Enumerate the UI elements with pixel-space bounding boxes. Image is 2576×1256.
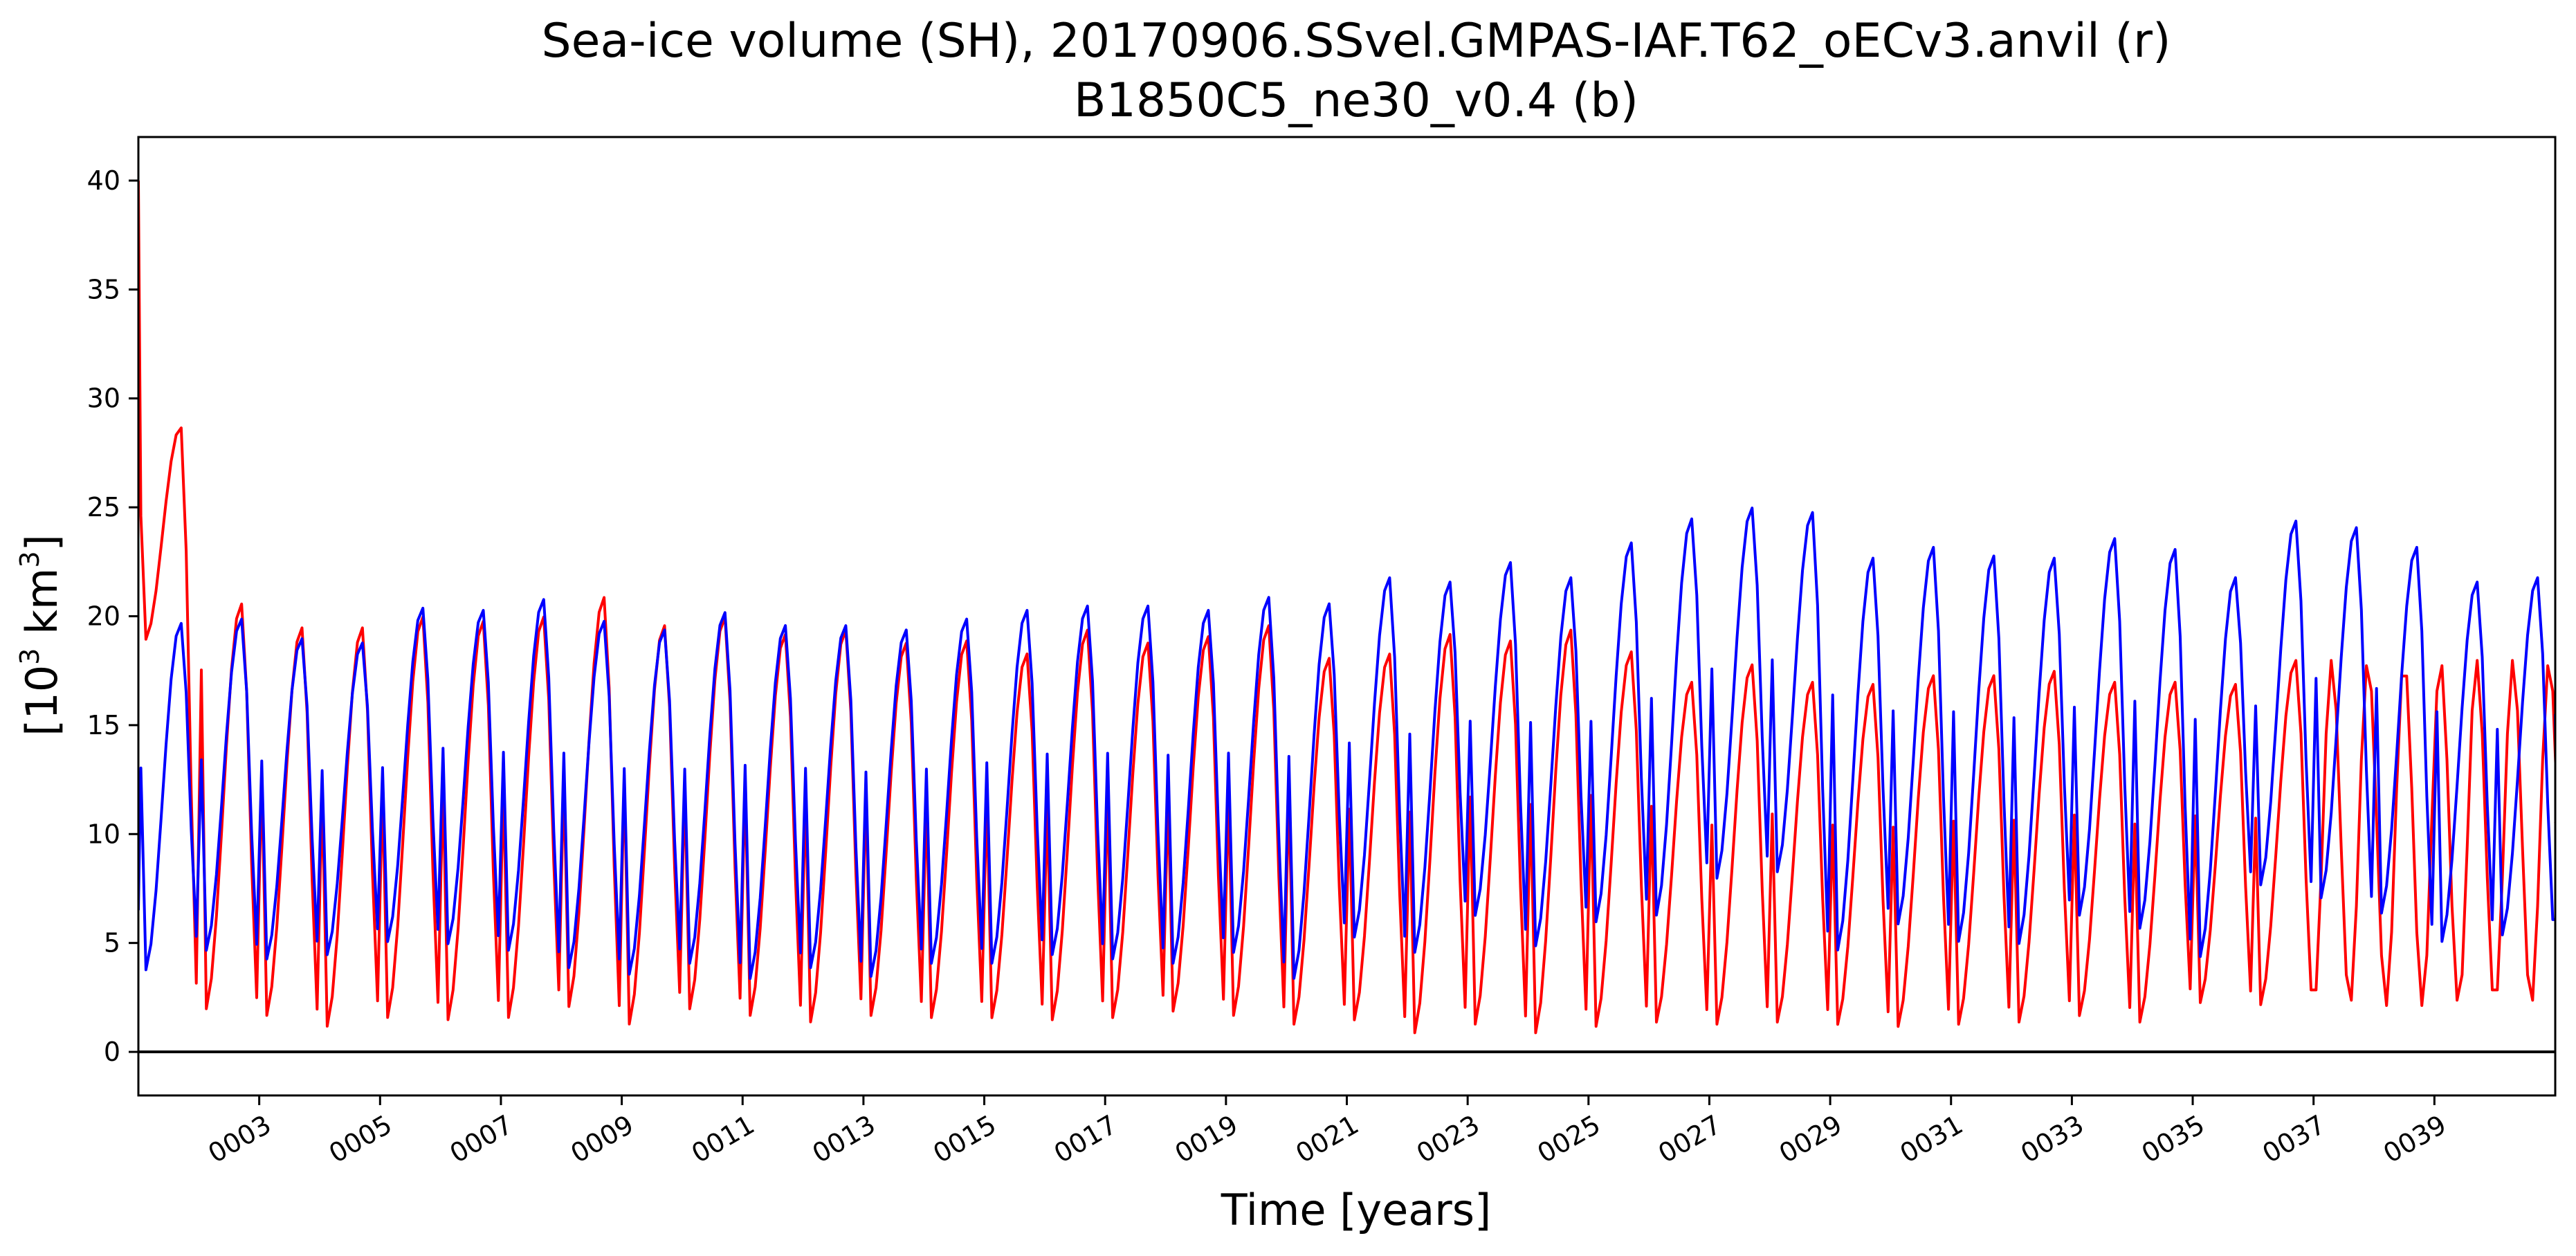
- y-tick-label: 0: [104, 1037, 120, 1067]
- y-axis-label-mid: km: [17, 568, 67, 648]
- plot-layer: [138, 180, 2555, 1054]
- chart-title-line1: Sea-ice volume (SH), 20170906.SSvel.GMPA…: [542, 14, 2171, 69]
- y-tick-label: 20: [87, 601, 120, 632]
- y-axis-label-sup1: 3: [15, 648, 45, 665]
- y-axis-label: [103 km3]: [15, 534, 67, 736]
- y-tick-label: 30: [87, 383, 120, 414]
- y-tick-label: 5: [104, 928, 120, 958]
- chart-title-line2: B1850C5_ne30_v0.4 (b): [1074, 73, 1638, 128]
- y-axis-label-sup2: 3: [15, 551, 45, 567]
- series-line-red: [138, 180, 2555, 1035]
- y-tick-label: 10: [87, 819, 120, 849]
- series-line-blue: [138, 507, 2555, 980]
- y-ticks: 0 5 10 15 20 25 30 35 40: [87, 165, 138, 1067]
- y-axis-label-suffix: ]: [17, 534, 67, 551]
- x-axis-label: Time [years]: [1221, 1185, 1491, 1235]
- y-tick-label: 40: [87, 165, 120, 196]
- y-tick-label: 25: [87, 492, 120, 522]
- y-tick-label: 15: [87, 710, 120, 740]
- plot-frame: [137, 136, 2557, 1097]
- y-axis-label-prefix: [10: [17, 665, 67, 736]
- y-tick-label: 35: [87, 274, 120, 304]
